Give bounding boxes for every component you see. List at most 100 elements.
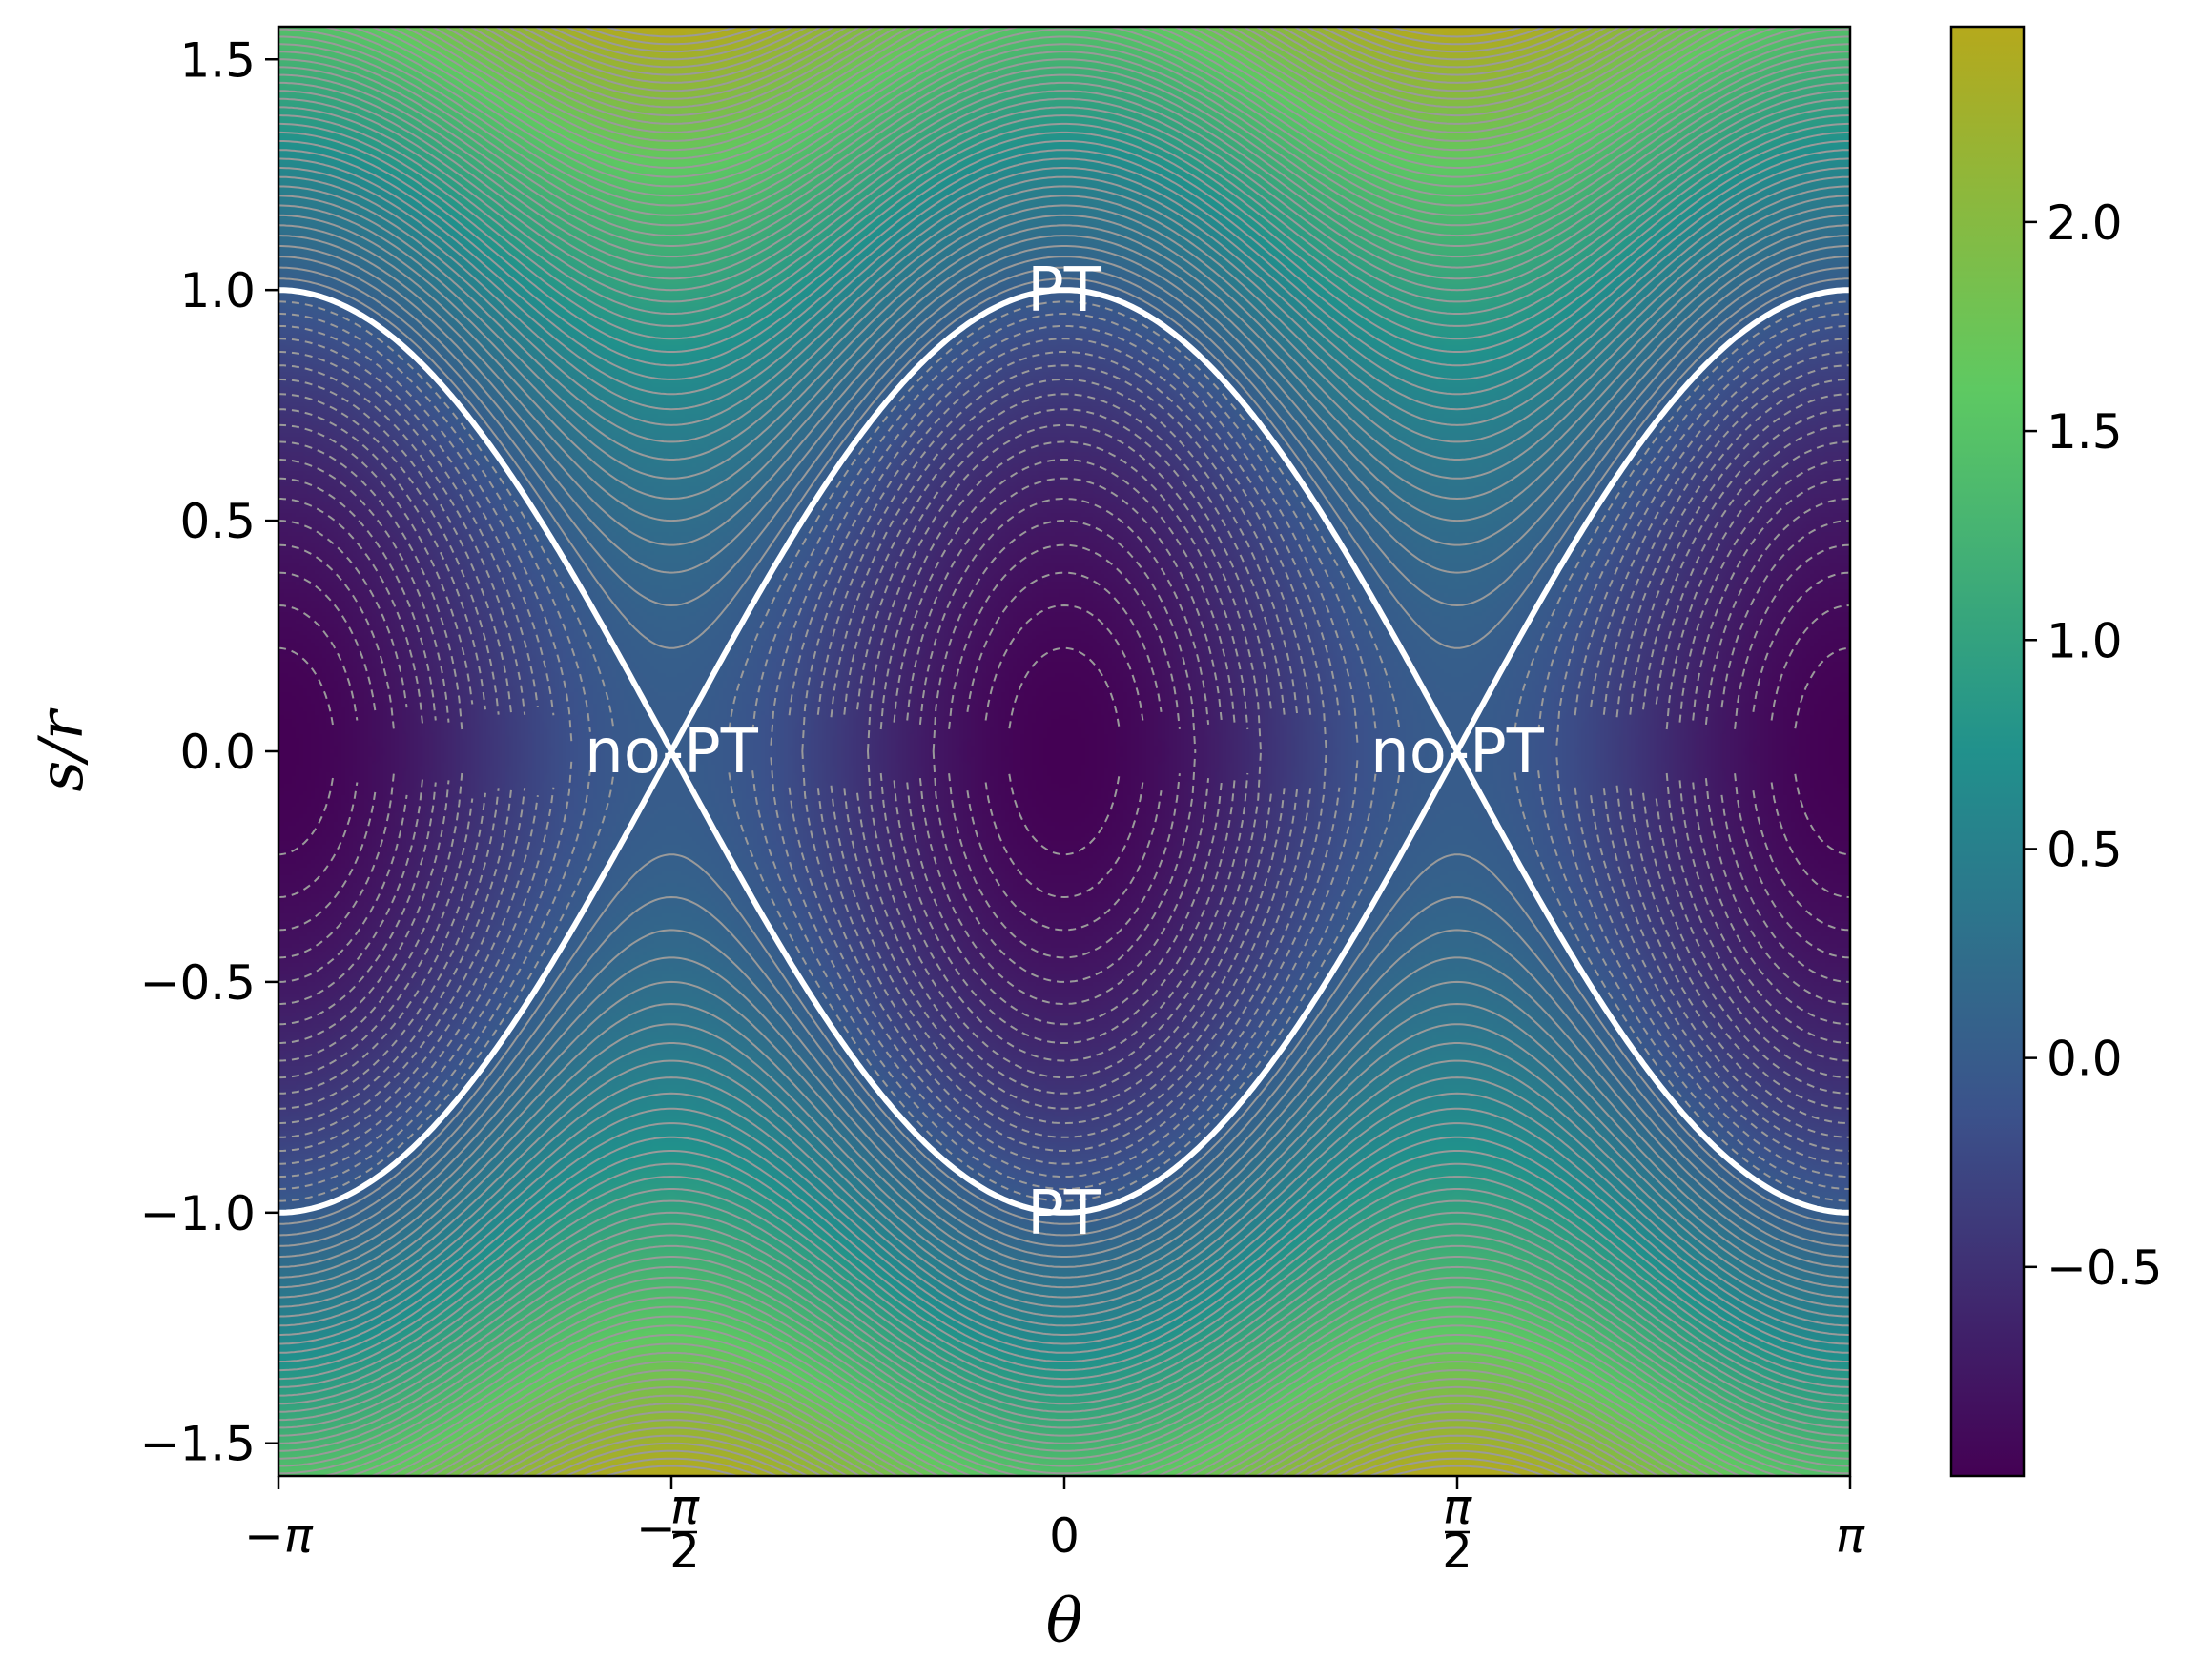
contour-line-negative	[278, 795, 539, 1152]
contour-line-negative	[932, 750, 1197, 983]
y-tick-label: −0.5	[140, 955, 256, 1011]
contour-line-positive	[416, 1360, 1713, 1476]
region-labels: PT PT no-PT no-PT	[585, 256, 1545, 1249]
boundary-line	[278, 745, 1850, 1216]
contour-line-positive	[278, 277, 1850, 649]
x-tick-label-sign: −	[636, 1501, 676, 1556]
contour-line-negative	[1734, 543, 1850, 729]
contour-line-negative	[278, 773, 335, 856]
contour-line-negative	[1794, 773, 1850, 856]
contour-line-positive	[278, 1296, 1850, 1467]
contour-line-positive	[278, 1256, 1850, 1437]
contour-line-negative	[278, 423, 474, 705]
contour-line-negative	[1537, 313, 1850, 732]
contour-line-positive	[278, 51, 1850, 227]
y-tick-label: 0.5	[179, 494, 256, 549]
contour-line-negative	[984, 604, 1144, 721]
contour-line-negative	[1513, 772, 1850, 1202]
colorbar-gradient	[1951, 27, 2024, 1476]
contour-line-negative	[1513, 300, 1850, 730]
contour-line-positive	[278, 1150, 1850, 1362]
heatmap-image	[278, 27, 1850, 1476]
contour-line-negative	[278, 780, 450, 1044]
contour-line-negative	[278, 338, 555, 716]
contour-line-negative	[278, 440, 463, 730]
contour-line-positive	[430, 27, 1698, 133]
contour-line-positive	[533, 1434, 1595, 1476]
contour-line-positive	[456, 1385, 1673, 1476]
contour-line-positive	[278, 1136, 1850, 1354]
contour-line-positive	[468, 27, 1660, 109]
contour-line-positive	[519, 27, 1610, 76]
contour-line-positive	[278, 1234, 1850, 1422]
contour-line-negative	[278, 794, 408, 983]
contour-line-positive	[278, 1244, 1850, 1429]
contour-line-negative	[1008, 773, 1121, 856]
contour-line-positive	[278, 895, 1850, 1237]
contour-line-negative	[278, 393, 500, 715]
contour-line-negative	[1704, 777, 1850, 1005]
plot-area: PT PT no-PT no-PT	[277, 25, 1852, 1478]
contour-line-negative	[278, 788, 500, 1110]
x-tick-label: −π2	[636, 1480, 700, 1579]
contour-line-positive	[348, 27, 1780, 178]
contour-line-negative	[278, 788, 526, 1138]
colorbar-tick-label: 2.0	[2047, 195, 2123, 251]
contour-line-negative	[1704, 498, 1850, 726]
contour-line-positive	[278, 73, 1850, 258]
contour-line-negative	[1692, 477, 1850, 721]
x-tick-label: π	[1836, 1508, 1865, 1564]
contour-line-negative	[1574, 338, 1850, 716]
colorbar-tick-label: 1.5	[2047, 404, 2123, 460]
contour-line-positive	[278, 157, 1850, 380]
colorbar-tick-label: −0.5	[2047, 1240, 2162, 1296]
boundary-line	[278, 287, 1850, 758]
contour-line-negative	[1752, 571, 1850, 712]
contour-line-positive	[278, 1199, 1850, 1397]
contour-line-positive	[278, 1076, 1850, 1318]
contour-line-negative	[856, 408, 1272, 710]
contour-line-positive	[416, 27, 1713, 143]
contour-line-negative	[1692, 782, 1850, 1026]
x-axis-label: θ	[1046, 1587, 1083, 1657]
contour-line-positive	[278, 224, 1850, 501]
x-tick-label: −π	[244, 1508, 314, 1564]
contour-line-negative	[278, 770, 591, 1190]
contour-line-positive	[278, 1222, 1850, 1413]
contour-line-positive	[278, 266, 1850, 607]
contour-line-positive	[319, 27, 1810, 188]
contour-line-negative	[1642, 792, 1850, 1095]
contour-line-negative	[843, 788, 1286, 1110]
contour-line-negative	[278, 498, 424, 726]
contour-line-positive	[319, 1315, 1810, 1476]
contour-line-negative	[843, 393, 1286, 715]
y-tick-label: −1.5	[140, 1417, 256, 1472]
contour-line-negative	[278, 773, 395, 959]
contour-line-negative	[770, 757, 1359, 1178]
contour-line-negative	[1629, 788, 1850, 1110]
contour-line-negative	[278, 520, 408, 708]
y-tick-label: 0.0	[179, 725, 256, 780]
contour-line-negative	[278, 777, 424, 1005]
contour-line-negative	[278, 543, 395, 729]
contour-line-positive	[278, 204, 1850, 461]
contour-line-negative	[278, 604, 359, 721]
colorbar-tick-label: 0.0	[2047, 1032, 2123, 1087]
contour-line-positive	[278, 853, 1850, 1225]
y-axis-label: s/r	[27, 707, 97, 791]
contour-line-negative	[278, 324, 573, 746]
contour-line-positive	[278, 35, 1850, 207]
contour-line-negative	[948, 543, 1181, 729]
contour-line-positive	[278, 1002, 1850, 1279]
contour-line-positive	[386, 1342, 1742, 1476]
contour-line-negative	[918, 777, 1210, 1005]
contour-line-positive	[519, 1426, 1610, 1476]
contour-line-positive	[278, 1265, 1850, 1444]
contour-line-negative	[1574, 787, 1850, 1165]
contour-line-positive	[278, 1211, 1850, 1405]
contour-line-positive	[506, 27, 1622, 84]
contour-line-positive	[278, 245, 1850, 546]
contour-line-negative	[1665, 772, 1850, 1062]
contour-line-negative	[1752, 790, 1850, 932]
contour-line-negative	[816, 364, 1312, 715]
